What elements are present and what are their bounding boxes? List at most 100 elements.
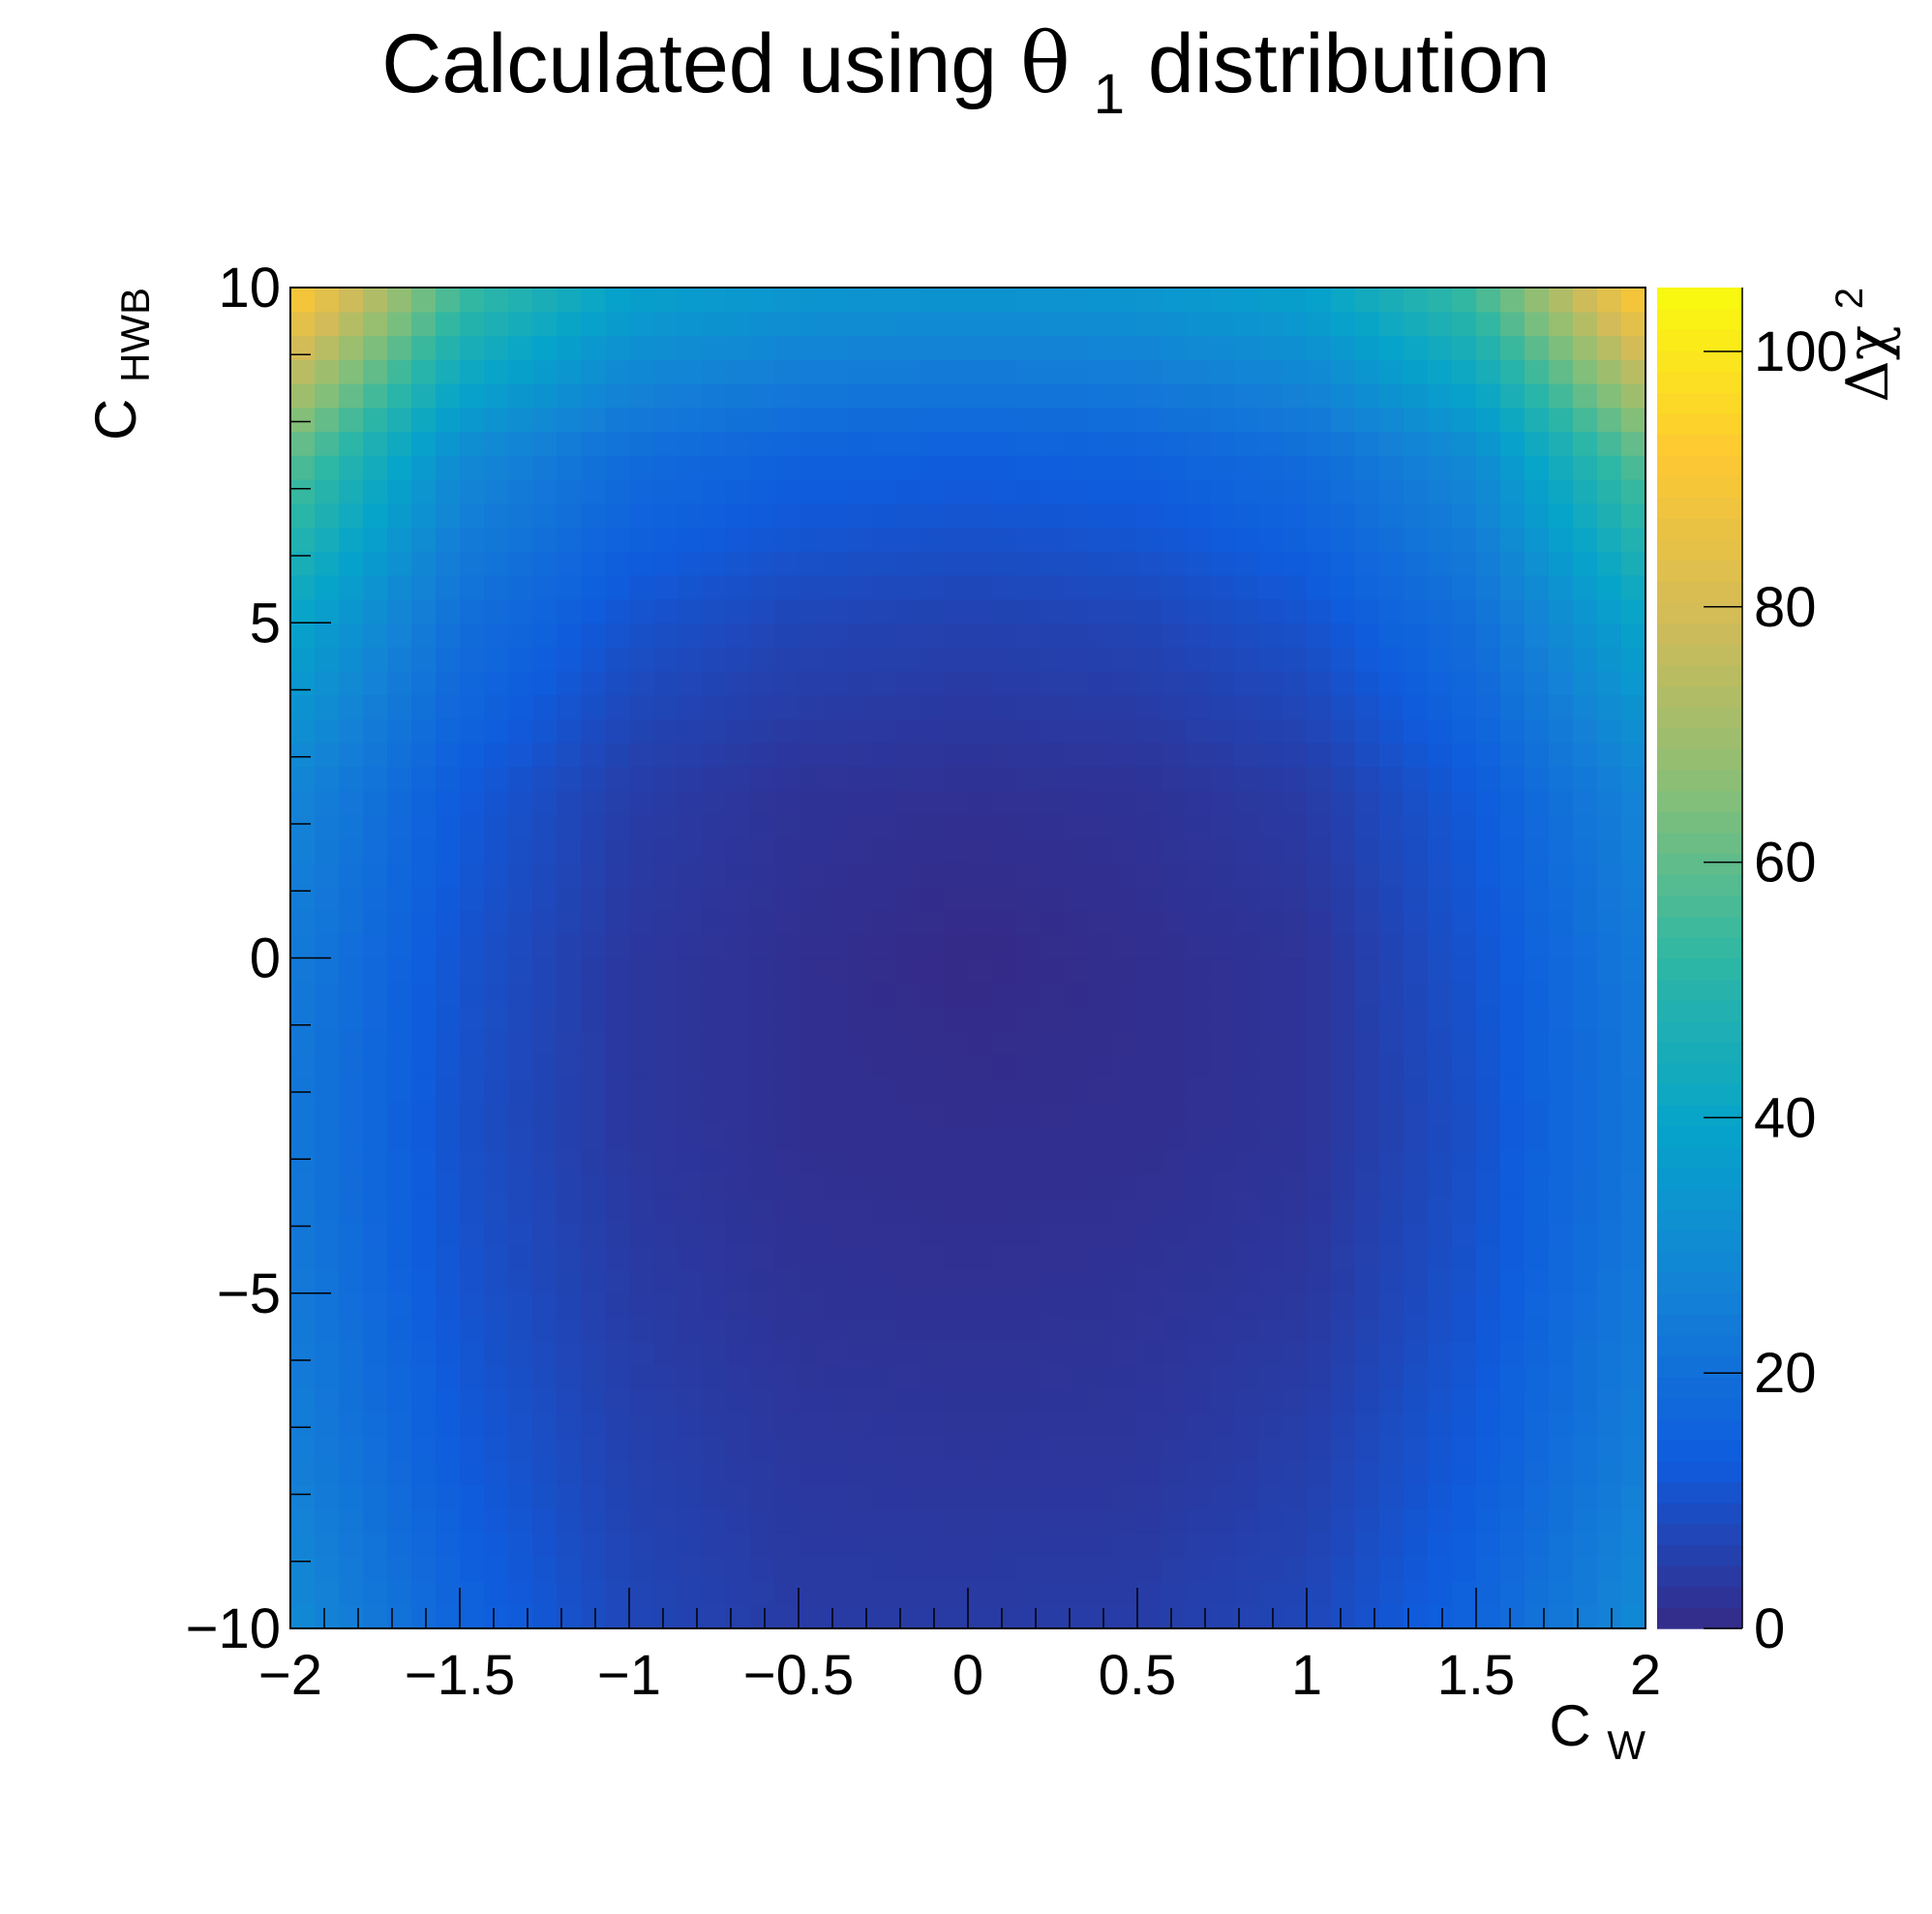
heatmap-cell	[1065, 1269, 1090, 1294]
heatmap-cell	[1113, 1413, 1138, 1438]
heatmap-cell	[944, 455, 969, 480]
heatmap-cell	[1065, 1101, 1090, 1127]
heatmap-cell	[1355, 1533, 1380, 1558]
heatmap-cell	[1162, 1533, 1187, 1558]
heatmap-cell	[678, 574, 703, 600]
heatmap-cell	[1500, 694, 1525, 719]
heatmap-cell	[1258, 837, 1283, 864]
heatmap-cell	[653, 598, 679, 623]
heatmap-cell	[1016, 1604, 1041, 1629]
heatmap-cell	[1016, 1029, 1041, 1055]
heatmap-cell	[1016, 1149, 1041, 1174]
heatmap-cell	[847, 431, 872, 456]
heatmap-cell	[1476, 1101, 1501, 1127]
heatmap-cell	[363, 1053, 388, 1079]
heatmap-cell	[484, 694, 509, 719]
heatmap-cell	[1307, 718, 1332, 744]
heatmap-cell	[1573, 1292, 1598, 1319]
heatmap-cell	[1452, 718, 1477, 744]
heatmap-cell	[1500, 1484, 1525, 1510]
heatmap-cell	[1113, 1484, 1138, 1510]
heatmap-cell	[290, 1197, 316, 1223]
heatmap-cell	[1331, 1101, 1356, 1127]
colorbar-band	[1657, 936, 1742, 959]
heatmap-cell	[532, 1125, 558, 1151]
heatmap-cell	[1597, 1413, 1622, 1438]
heatmap-cell	[1041, 1388, 1066, 1414]
heatmap-cell	[1210, 862, 1235, 887]
heatmap-cell	[678, 431, 703, 456]
heatmap-cell	[532, 694, 558, 719]
heatmap-cell	[895, 431, 921, 456]
heatmap-cell	[1041, 1029, 1066, 1055]
heatmap-cell	[1476, 1341, 1501, 1366]
heatmap-cell	[653, 1508, 679, 1534]
heatmap-cell	[460, 1101, 485, 1127]
heatmap-cell	[1428, 527, 1453, 552]
heatmap-cell	[557, 359, 582, 384]
heatmap-cell	[992, 1005, 1017, 1031]
heatmap-cell	[411, 1197, 437, 1223]
heatmap-cell	[1186, 1245, 1211, 1270]
heatmap-cell	[363, 1029, 388, 1055]
heatmap-cell	[1524, 910, 1550, 935]
heatmap-cell	[339, 646, 364, 672]
heatmap-cell	[436, 598, 461, 623]
heatmap-cell	[363, 1101, 388, 1127]
heatmap-cell	[1234, 1580, 1259, 1605]
heatmap-cell	[1524, 1269, 1550, 1294]
heatmap-cell	[411, 407, 437, 433]
heatmap-cell	[508, 862, 533, 887]
heatmap-cell	[1113, 694, 1138, 719]
heatmap-cell	[484, 1197, 509, 1223]
colorbar-band	[1657, 412, 1742, 436]
heatmap-cell	[484, 455, 509, 480]
heatmap-cell	[629, 1078, 654, 1103]
heatmap-cell	[1524, 814, 1550, 839]
heatmap-cell	[315, 1101, 340, 1127]
heatmap-cell	[847, 790, 872, 815]
heatmap-cell	[823, 527, 848, 552]
heatmap-cell	[1089, 1197, 1114, 1223]
heatmap-cell	[871, 407, 896, 433]
heatmap-cell	[484, 1580, 509, 1605]
heatmap-cell	[1597, 718, 1622, 744]
heatmap-cell	[508, 814, 533, 839]
heatmap-cell	[557, 502, 582, 529]
heatmap-cell	[1041, 1556, 1066, 1582]
heatmap-cell	[653, 551, 679, 576]
heatmap-cell	[1573, 1604, 1598, 1629]
heatmap-cell	[1307, 1029, 1332, 1055]
heatmap-cell	[1016, 1508, 1041, 1534]
heatmap-cell	[484, 1533, 509, 1558]
heatmap-cell	[702, 311, 727, 337]
heatmap-cell	[1210, 478, 1235, 504]
heatmap-cell	[629, 382, 654, 409]
heatmap-cell	[895, 1221, 921, 1246]
heatmap-cell	[1283, 359, 1308, 384]
heatmap-cell	[1016, 623, 1041, 648]
heatmap-cell	[1331, 335, 1356, 360]
heatmap-cell	[1137, 455, 1162, 480]
heatmap-cell	[1307, 1101, 1332, 1127]
heatmap-cell	[1452, 670, 1477, 696]
heatmap-cell	[1452, 288, 1477, 313]
heatmap-cell	[726, 742, 751, 768]
heatmap-cell	[1016, 790, 1041, 815]
heatmap-cell	[920, 1364, 945, 1390]
heatmap-cell	[1621, 1173, 1646, 1199]
heatmap-cell	[726, 1508, 751, 1534]
heatmap-cell	[1307, 359, 1332, 384]
heatmap-cell	[411, 1029, 437, 1055]
heatmap-cell	[339, 288, 364, 313]
heatmap-cell	[895, 1245, 921, 1270]
heatmap-cell	[799, 1556, 824, 1582]
heatmap-cell	[1210, 1029, 1235, 1055]
heatmap-cell	[1137, 1005, 1162, 1031]
heatmap-cell	[1016, 766, 1041, 792]
heatmap-cell	[1500, 1604, 1525, 1629]
heatmap-cell	[1283, 910, 1308, 935]
heatmap-cell	[1234, 455, 1259, 480]
heatmap-cell	[581, 1604, 606, 1629]
heatmap-cell	[1355, 1053, 1380, 1079]
